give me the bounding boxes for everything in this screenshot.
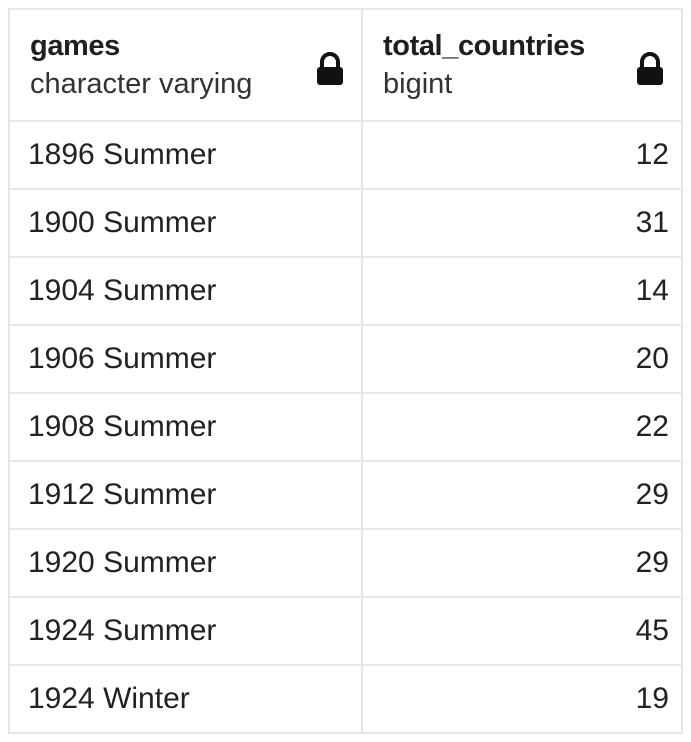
column-name: games	[30, 30, 120, 62]
games-cell[interactable]: 1920 Summer	[28, 546, 217, 579]
total-countries-cell[interactable]: 29	[635, 546, 669, 579]
games-cell[interactable]: 1904 Summer	[28, 274, 217, 307]
column-header-games[interactable]: games character varying	[10, 10, 363, 120]
column-type: character varying	[30, 68, 253, 100]
total-countries-cell[interactable]: 45	[635, 614, 669, 647]
games-cell[interactable]: 1924 Summer	[28, 614, 217, 647]
games-cell[interactable]: 1924 Winter	[28, 682, 190, 715]
games-cell[interactable]: 1896 Summer	[28, 138, 217, 171]
table-row[interactable]: 1912 Summer 29	[10, 462, 683, 530]
total-countries-cell[interactable]: 14	[635, 274, 669, 307]
lock-icon	[317, 52, 343, 85]
table-row[interactable]: 1920 Summer 29	[10, 530, 683, 598]
column-type: bigint	[383, 68, 453, 100]
games-cell[interactable]: 1906 Summer	[28, 342, 217, 375]
column-name: total_countries	[383, 30, 585, 62]
table-row[interactable]: 1906 Summer 20	[10, 326, 683, 394]
total-countries-cell[interactable]: 22	[635, 410, 669, 443]
games-cell[interactable]: 1912 Summer	[28, 478, 217, 511]
lock-icon	[637, 52, 663, 85]
table-row[interactable]: 1904 Summer 14	[10, 258, 683, 326]
total-countries-cell[interactable]: 29	[635, 478, 669, 511]
table-row[interactable]: 1900 Summer 31	[10, 190, 683, 258]
header-row: games character varying total_countries …	[10, 8, 683, 122]
games-cell[interactable]: 1900 Summer	[28, 206, 217, 239]
total-countries-cell[interactable]: 20	[635, 342, 669, 375]
games-cell[interactable]: 1908 Summer	[28, 410, 217, 443]
results-grid: games character varying total_countries …	[8, 8, 683, 734]
total-countries-cell[interactable]: 12	[635, 138, 669, 171]
table-row[interactable]: 1924 Winter 19	[10, 666, 683, 734]
table-row[interactable]: 1908 Summer 22	[10, 394, 683, 462]
table-row[interactable]: 1896 Summer 12	[10, 122, 683, 190]
column-header-total-countries[interactable]: total_countries bigint	[363, 10, 683, 120]
total-countries-cell[interactable]: 19	[635, 682, 669, 715]
table-row[interactable]: 1924 Summer 45	[10, 598, 683, 666]
total-countries-cell[interactable]: 31	[635, 206, 669, 239]
